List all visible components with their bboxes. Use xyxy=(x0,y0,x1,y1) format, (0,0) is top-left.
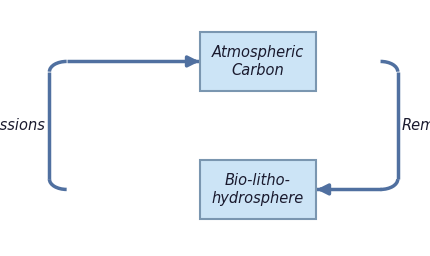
Text: Removal: Removal xyxy=(402,118,430,133)
Text: Bio-litho-
hydrosphere: Bio-litho- hydrosphere xyxy=(212,173,304,206)
Text: Emissions: Emissions xyxy=(0,118,45,133)
Text: Atmospheric
Carbon: Atmospheric Carbon xyxy=(212,45,304,78)
FancyBboxPatch shape xyxy=(200,32,316,91)
FancyBboxPatch shape xyxy=(200,160,316,219)
